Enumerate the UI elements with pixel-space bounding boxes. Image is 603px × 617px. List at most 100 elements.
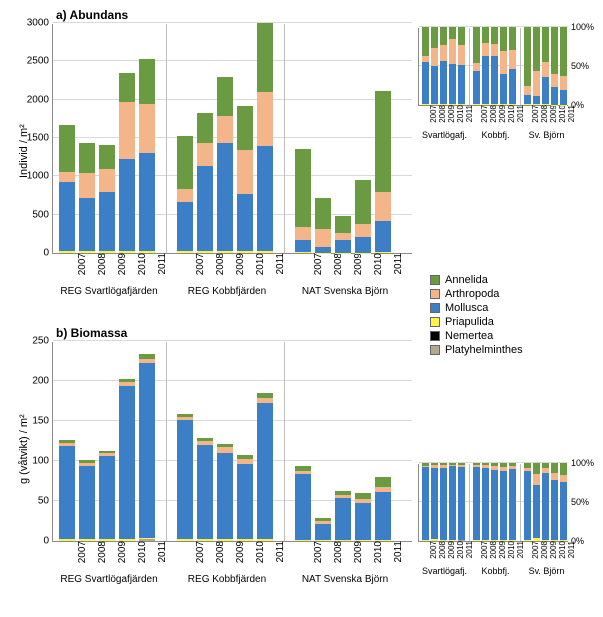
ytick: 50 <box>38 496 53 507</box>
bar-seg-priapulida <box>355 540 371 541</box>
ytick: 250 <box>32 336 53 347</box>
panel-b-title: b) Biomassa <box>56 326 595 340</box>
mini-xtick-year: 2011 <box>465 541 474 558</box>
mini-seg-priapulida <box>473 104 480 105</box>
mini-seg-annelida <box>533 463 540 474</box>
mini-bar-stack <box>524 463 531 541</box>
xtick-year: 2011 <box>155 541 168 563</box>
xtick-year: 2007 <box>193 253 206 275</box>
bar-seg-mollusca <box>99 456 115 539</box>
mini-seg-priapulida <box>524 104 531 105</box>
mini-seg-annelida <box>551 463 558 473</box>
legend-label: Annelida <box>445 274 488 286</box>
mini-bar-stack <box>458 463 465 541</box>
mini-xgroup-label: Svartlögafj. <box>422 566 467 576</box>
mini-xtick-year: 2008 <box>540 541 549 559</box>
mini-xgroup-label: Svartlögafj. <box>422 130 467 140</box>
bar-seg-annelida <box>315 198 331 229</box>
bar-seg-priapulida <box>119 539 135 541</box>
mini-seg-arthropoda <box>473 63 480 71</box>
xtick-year: 2009 <box>115 253 128 275</box>
bar-seg-arthropoda <box>79 173 95 198</box>
bar-seg-mollusca <box>177 202 193 252</box>
mini-ytick: 50% <box>568 61 589 71</box>
bar-stack <box>139 59 155 253</box>
bar-seg-priapulida <box>375 540 391 541</box>
bar-stack <box>79 143 95 253</box>
mini-seg-priapulida <box>449 104 456 105</box>
bar-stack <box>257 393 273 541</box>
mini-seg-annelida <box>560 463 567 475</box>
panel-a-pct-chart: 0%50%100%20072008200920102011Svartlögafj… <box>418 28 568 106</box>
legend-item-arthropoda: Arthropoda <box>430 288 523 300</box>
mini-seg-annelida <box>560 27 567 76</box>
xtick-year: 2008 <box>213 541 226 563</box>
mini-seg-priapulida <box>482 540 489 541</box>
mini-seg-priapulida <box>542 540 549 541</box>
bar-stack <box>59 440 75 541</box>
mini-seg-mollusca <box>431 66 438 104</box>
ytick: 500 <box>32 209 53 220</box>
bar-seg-annelida <box>237 106 253 150</box>
legend-swatch <box>430 289 440 299</box>
bar-seg-arthropoda <box>139 104 155 153</box>
legend-label: Mollusca <box>445 302 488 314</box>
bar-seg-mollusca <box>217 143 233 252</box>
mini-seg-priapulida <box>440 104 447 105</box>
bar-seg-annelida <box>197 113 213 142</box>
mini-seg-mollusca <box>560 90 567 105</box>
mini-seg-arthropoda <box>560 475 567 482</box>
bar-stack <box>315 518 331 541</box>
bar-seg-mollusca <box>59 446 75 540</box>
mini-bar-stack <box>542 27 549 105</box>
ytick: 2000 <box>27 94 53 105</box>
bar-seg-mollusca <box>99 192 115 252</box>
bar-seg-priapulida <box>79 539 95 541</box>
bar-seg-priapulida <box>99 251 115 253</box>
mini-seg-priapulida <box>509 540 516 541</box>
mini-bar-stack <box>509 27 516 105</box>
mini-seg-priapulida <box>551 540 558 541</box>
mini-bar-stack <box>482 463 489 541</box>
bar-stack <box>237 106 253 253</box>
mini-seg-mollusca <box>560 482 567 541</box>
bar-seg-mollusca <box>237 194 253 252</box>
bar-stack <box>335 216 351 253</box>
bar-stack <box>335 491 351 541</box>
bar-seg-priapulida <box>119 251 135 253</box>
mini-xtick-year: 2007 <box>531 105 540 123</box>
bar-seg-arthropoda <box>375 192 391 221</box>
xtick-year: 2008 <box>95 541 108 563</box>
mini-xtick-year: 2009 <box>498 541 507 559</box>
mini-seg-mollusca <box>482 468 489 539</box>
bar-seg-priapulida <box>99 539 115 541</box>
bar-stack <box>177 414 193 541</box>
bar-seg-mollusca <box>119 386 135 540</box>
xtick-year: 2009 <box>233 253 246 275</box>
mini-seg-arthropoda <box>491 44 498 56</box>
mini-seg-mollusca <box>473 467 480 540</box>
xgroup-label: REG Kobbfjärden <box>177 286 277 297</box>
bar-seg-mollusca <box>375 221 391 252</box>
ytick: 2500 <box>27 56 53 67</box>
bar-seg-annelida <box>139 59 155 103</box>
mini-seg-mollusca <box>524 471 531 540</box>
mini-seg-priapulida <box>500 540 507 541</box>
mini-seg-annelida <box>482 27 489 43</box>
xtick-year: 2010 <box>253 541 266 563</box>
mini-xtick-year: 2009 <box>447 541 456 559</box>
bar-stack <box>197 113 213 253</box>
bar-seg-annelida <box>355 180 371 224</box>
bar-seg-arthropoda <box>237 150 253 194</box>
mini-seg-mollusca <box>431 468 438 539</box>
xtick-year: 2010 <box>253 253 266 275</box>
mini-xtick-year: 2008 <box>489 541 498 559</box>
mini-seg-arthropoda <box>542 62 549 76</box>
bar-seg-priapulida <box>295 252 311 253</box>
mini-bar-stack <box>422 463 429 541</box>
mini-seg-arthropoda <box>524 86 531 96</box>
panel-a-title: a) Abundans <box>56 8 595 22</box>
mini-xtick-year: 2010 <box>456 105 465 123</box>
mini-bar-stack <box>473 27 480 105</box>
xtick-year: 2007 <box>193 541 206 563</box>
